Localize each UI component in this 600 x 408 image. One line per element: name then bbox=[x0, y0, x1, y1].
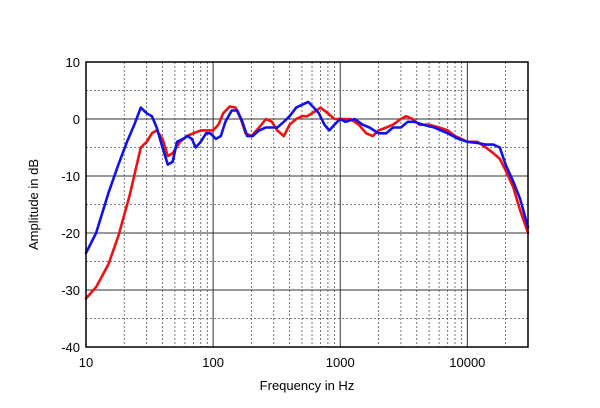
y-tick-label: -30 bbox=[61, 283, 80, 298]
plot-frame bbox=[85, 61, 529, 348]
y-tick-label: 10 bbox=[66, 55, 80, 70]
y-tick-label: -20 bbox=[61, 226, 80, 241]
x-tick-label: 10 bbox=[79, 355, 93, 370]
x-tick-label: 10000 bbox=[449, 355, 485, 370]
y-tick-label: 0 bbox=[73, 112, 80, 127]
y-tick-label: -40 bbox=[61, 340, 80, 355]
series-line-1 bbox=[84, 100, 530, 255]
grid bbox=[86, 61, 529, 348]
series-line-0 bbox=[84, 105, 530, 300]
x-axis-title: Frequency in Hz bbox=[260, 378, 355, 393]
x-tick-label: 1000 bbox=[326, 355, 355, 370]
series-layer bbox=[84, 100, 530, 300]
x-tick-label: 100 bbox=[202, 355, 224, 370]
y-axis-title: Amplitude in dB bbox=[26, 159, 41, 250]
y-tick-label: -10 bbox=[61, 169, 80, 184]
tick-labels: 10 100 1000 10000 -40 -30 -20 -10 0 10 bbox=[61, 55, 485, 370]
